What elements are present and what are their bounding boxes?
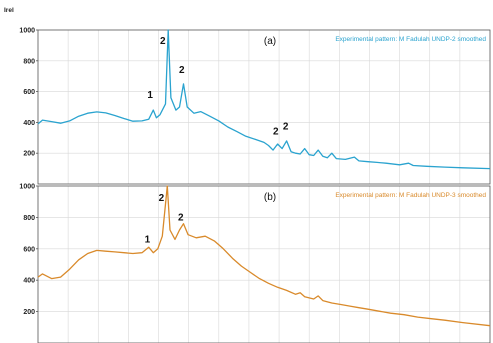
panel-b: 1000 800 600 400 200 1 2 2 (b) Experimental patte… xyxy=(19,184,491,343)
peak-label: 1 xyxy=(145,235,151,246)
panel-label: (a) xyxy=(264,36,276,47)
y-axis-label: Irel xyxy=(4,7,14,14)
y-tick-label: 400 xyxy=(23,120,35,127)
peak-label: 2 xyxy=(283,121,289,132)
y-tick-label: 400 xyxy=(23,278,35,285)
peak-label: 2 xyxy=(178,213,184,224)
peak-label: 2 xyxy=(159,193,165,204)
plot-frame xyxy=(37,185,491,343)
series-line xyxy=(37,185,491,327)
y-tick-label: 800 xyxy=(23,215,35,222)
peak-label: 2 xyxy=(179,65,185,76)
peak-label: 2 xyxy=(160,36,166,47)
y-tick-label: 200 xyxy=(23,309,35,316)
peak-label: 1 xyxy=(147,90,153,101)
panel-label: (b) xyxy=(264,192,276,203)
peak-label: 2 xyxy=(273,127,279,138)
y-tick-label: 600 xyxy=(23,246,35,253)
y-tick-label: 800 xyxy=(23,58,35,65)
y-tick-label: 200 xyxy=(23,151,35,158)
y-tick-label: 600 xyxy=(23,89,35,96)
y-tick-label: 1000 xyxy=(19,28,35,35)
legend-entry: Experimental pattern: M Fadulah UNDP-3 s… xyxy=(335,192,486,199)
legend-entry: Experimental pattern: M Fadulah UNDP-2 s… xyxy=(335,36,486,43)
y-tick-label: 1000 xyxy=(19,184,35,191)
plot-frame xyxy=(37,29,491,185)
series-line xyxy=(37,29,491,170)
